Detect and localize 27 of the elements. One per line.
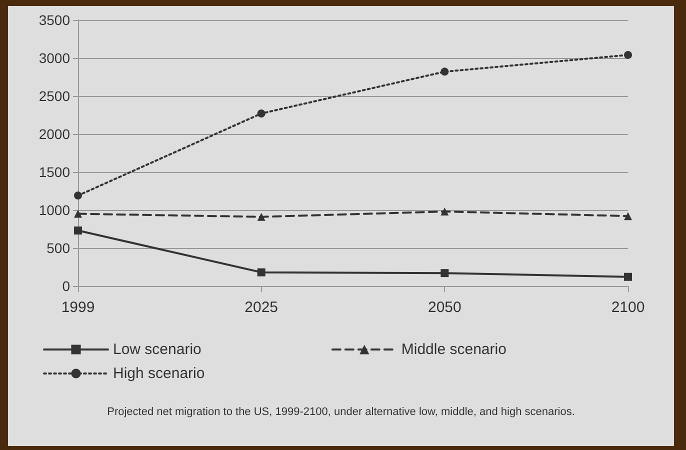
point bbox=[624, 50, 632, 59]
legend-label: High scenario bbox=[113, 365, 205, 382]
x-tick-label: 2050 bbox=[428, 299, 462, 316]
y-tick-label: 1500 bbox=[38, 164, 70, 180]
point bbox=[74, 192, 82, 200]
point bbox=[257, 268, 266, 276]
legend-label: Low scenario bbox=[113, 341, 202, 358]
y-tick-label: 2000 bbox=[38, 126, 70, 142]
point bbox=[257, 212, 266, 221]
point bbox=[440, 208, 449, 216]
x-tick-label: 2025 bbox=[244, 299, 278, 316]
point bbox=[74, 226, 82, 235]
y-tick-label: 2500 bbox=[38, 88, 70, 104]
y-tick-label: 1000 bbox=[38, 202, 70, 218]
legend-label: Middle scenario bbox=[401, 341, 506, 358]
y-tick-label: 0 bbox=[62, 278, 70, 294]
point bbox=[624, 272, 632, 281]
y-tick-label: 3500 bbox=[38, 12, 70, 28]
point bbox=[440, 269, 449, 278]
x-tick-label: 1999 bbox=[61, 299, 95, 316]
point bbox=[257, 109, 266, 118]
point bbox=[624, 212, 632, 220]
y-tick-label: 500 bbox=[46, 240, 70, 256]
y-tick-label: 3000 bbox=[38, 50, 70, 66]
point bbox=[440, 68, 449, 76]
text: Projected net migration to the US, 1999-2100, under alternative low, middle, and high scenarios. bbox=[106, 406, 576, 418]
x-tick-label: 2100 bbox=[611, 299, 645, 316]
